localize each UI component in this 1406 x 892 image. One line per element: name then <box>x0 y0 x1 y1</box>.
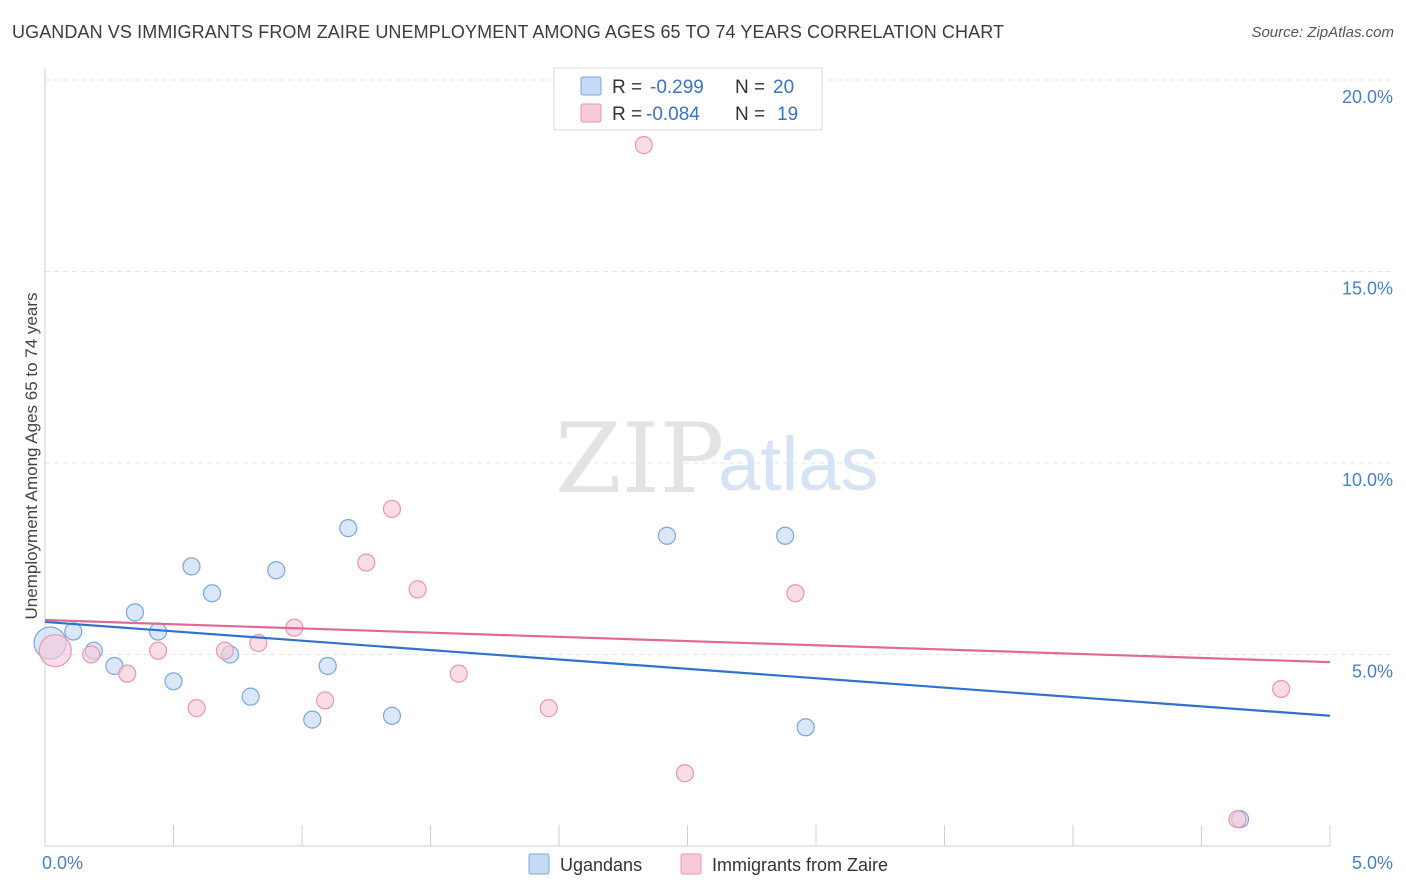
source-label: Source: ZipAtlas.com <box>1251 24 1394 41</box>
point-blue-15 <box>382 706 402 725</box>
legend-swatch-zaire <box>580 103 602 123</box>
point-blue-17 <box>776 526 795 545</box>
point-pink-0 <box>38 634 72 668</box>
legend-r-value-2: -0.084 <box>646 104 700 125</box>
point-pink-2 <box>118 664 137 683</box>
legend-n-label-1: N = <box>735 77 765 98</box>
point-blue-8 <box>202 584 222 603</box>
bottom-legend-label-ugandans: Ugandans <box>560 855 642 875</box>
bottom-legend-label-zaire: Immigrants from Zaire <box>712 855 888 875</box>
legend-n-value-1: 20 <box>773 77 794 98</box>
legend-r-label-1: R = <box>612 77 642 98</box>
trend-lines <box>44 618 1331 717</box>
x-tick-label-1: 5.0% <box>1352 853 1393 873</box>
trend-line-pink <box>44 618 1331 664</box>
bottom-legend-swatch-zaire <box>680 853 702 875</box>
point-pink-9 <box>357 553 376 572</box>
watermark-zip: ZIP <box>555 403 724 515</box>
legend-n-label-2: N = <box>735 104 765 125</box>
bottom-legend: Ugandans Immigrants from Zaire <box>528 853 888 875</box>
point-blue-1 <box>64 622 83 641</box>
point-pink-15 <box>675 764 695 783</box>
x-tick-label-0: 0.0% <box>42 853 83 873</box>
point-blue-6 <box>164 672 183 691</box>
point-pink-10 <box>382 499 402 519</box>
y-axis-label: Unemployment Among Ages 65 to 74 years <box>22 293 41 620</box>
point-blue-14 <box>339 519 358 538</box>
point-pink-13 <box>539 699 558 718</box>
y-tick-label-2: 15.0% <box>1342 279 1393 299</box>
point-blue-13 <box>318 656 337 676</box>
legend-r-value-1: -0.299 <box>650 77 704 98</box>
legend-n-value-2: 19 <box>777 104 798 125</box>
legend-box: R = -0.299 N = 20 R = -0.084 N = 19 <box>553 67 823 131</box>
trend-line-blue <box>44 620 1331 717</box>
bottom-legend-swatch-ugandans <box>528 853 550 875</box>
point-pink-11 <box>408 580 427 599</box>
point-blue-10 <box>241 687 260 706</box>
point-pink-5 <box>215 641 234 660</box>
chart-title: UGANDAN VS IMMIGRANTS FROM ZAIRE UNEMPLO… <box>12 22 1005 42</box>
watermark-atlas: atlas <box>718 422 879 507</box>
y-tick-label-1: 10.0% <box>1342 470 1393 490</box>
watermark: ZIP atlas <box>555 403 879 515</box>
point-blue-12 <box>303 710 322 729</box>
x-tick-labels: 0.0% 5.0% <box>42 853 1393 873</box>
point-pink-8 <box>316 691 335 710</box>
point-pink-17 <box>1228 810 1247 829</box>
point-blue-16 <box>657 526 677 545</box>
legend-swatch-ugandans <box>580 76 602 96</box>
data-points <box>33 136 1291 829</box>
point-pink-4 <box>187 699 206 718</box>
point-pink-14 <box>634 136 653 155</box>
point-pink-16 <box>786 584 805 603</box>
point-blue-11 <box>267 561 286 580</box>
y-tick-label-3: 20.0% <box>1342 87 1393 107</box>
y-tick-label-0: 5.0% <box>1352 662 1393 682</box>
grid-lines <box>45 79 1393 655</box>
point-pink-1 <box>82 645 101 664</box>
point-pink-3 <box>148 641 168 660</box>
point-blue-18 <box>796 718 815 737</box>
point-pink-18 <box>1272 679 1291 699</box>
point-blue-4 <box>125 603 145 622</box>
legend-r-label-2: R = <box>612 104 642 125</box>
point-pink-12 <box>449 664 468 683</box>
y-tick-labels: 5.0% 10.0% 15.0% 20.0% <box>1342 87 1393 682</box>
point-blue-7 <box>182 557 201 576</box>
axes <box>44 68 1331 847</box>
